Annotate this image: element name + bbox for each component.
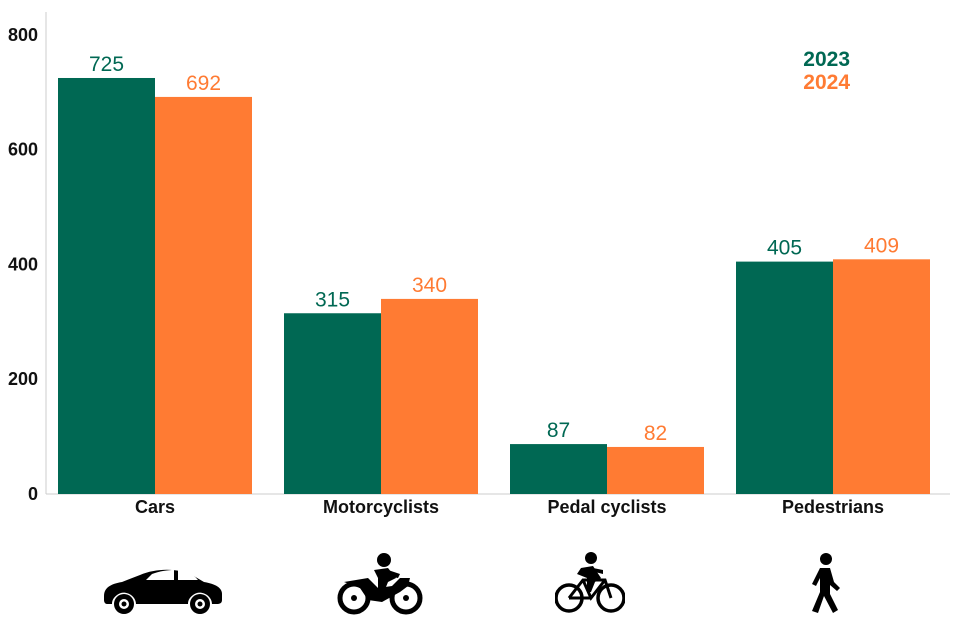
x-tick-label: Pedal cyclists [547, 497, 666, 517]
bar-motorcyclists-2023 [284, 313, 381, 494]
y-tick-label: 400 [8, 254, 38, 274]
x-tick-label: Cars [135, 497, 175, 517]
bar-pedal-cyclists-2023 [510, 444, 607, 494]
data-label: 315 [315, 288, 350, 311]
pedestrian-icon-container [800, 548, 900, 620]
car-icon [104, 569, 222, 614]
bar-cars-2023 [58, 77, 155, 494]
motorcycle-icon-container [330, 548, 430, 620]
bars [58, 77, 930, 494]
data-label: 87 [547, 419, 570, 442]
bar-motorcyclists-2024 [381, 298, 478, 494]
bicycle-icon [554, 552, 626, 613]
legend: 2023 2024 [803, 48, 850, 94]
car-icon-container [104, 548, 222, 620]
x-tick-label: Motorcyclists [323, 497, 439, 517]
x-tick-label: Pedestrians [782, 497, 884, 517]
axes: 0 200 400 600 800 Cars Motorcyclists Pedal cycl… [8, 12, 950, 517]
legend-entry-2023: 2023 [803, 48, 850, 71]
bar-cars-2024 [155, 96, 252, 494]
data-label: 405 [767, 237, 802, 260]
y-tick-label: 0 [28, 484, 38, 504]
data-labels: 725 692 315 340 87 82 405 409 [89, 53, 899, 445]
data-label: 82 [644, 422, 667, 445]
bar-pedal-cyclists-2024 [607, 446, 704, 494]
y-tick-label: 800 [8, 25, 38, 45]
y-tick-label: 600 [8, 140, 38, 160]
bicycle-icon-container [554, 548, 655, 620]
legend-entry-2024: 2024 [803, 71, 850, 94]
pedestrian-icon [812, 553, 840, 613]
motorcycle-icon [337, 553, 423, 615]
y-tick-label: 200 [8, 369, 38, 389]
data-label: 340 [412, 274, 447, 297]
bar-pedestrians-2023 [736, 261, 833, 494]
data-label: 692 [186, 72, 221, 95]
data-label: 725 [89, 53, 124, 76]
bar-pedestrians-2024 [833, 259, 930, 494]
data-label: 409 [864, 234, 899, 257]
